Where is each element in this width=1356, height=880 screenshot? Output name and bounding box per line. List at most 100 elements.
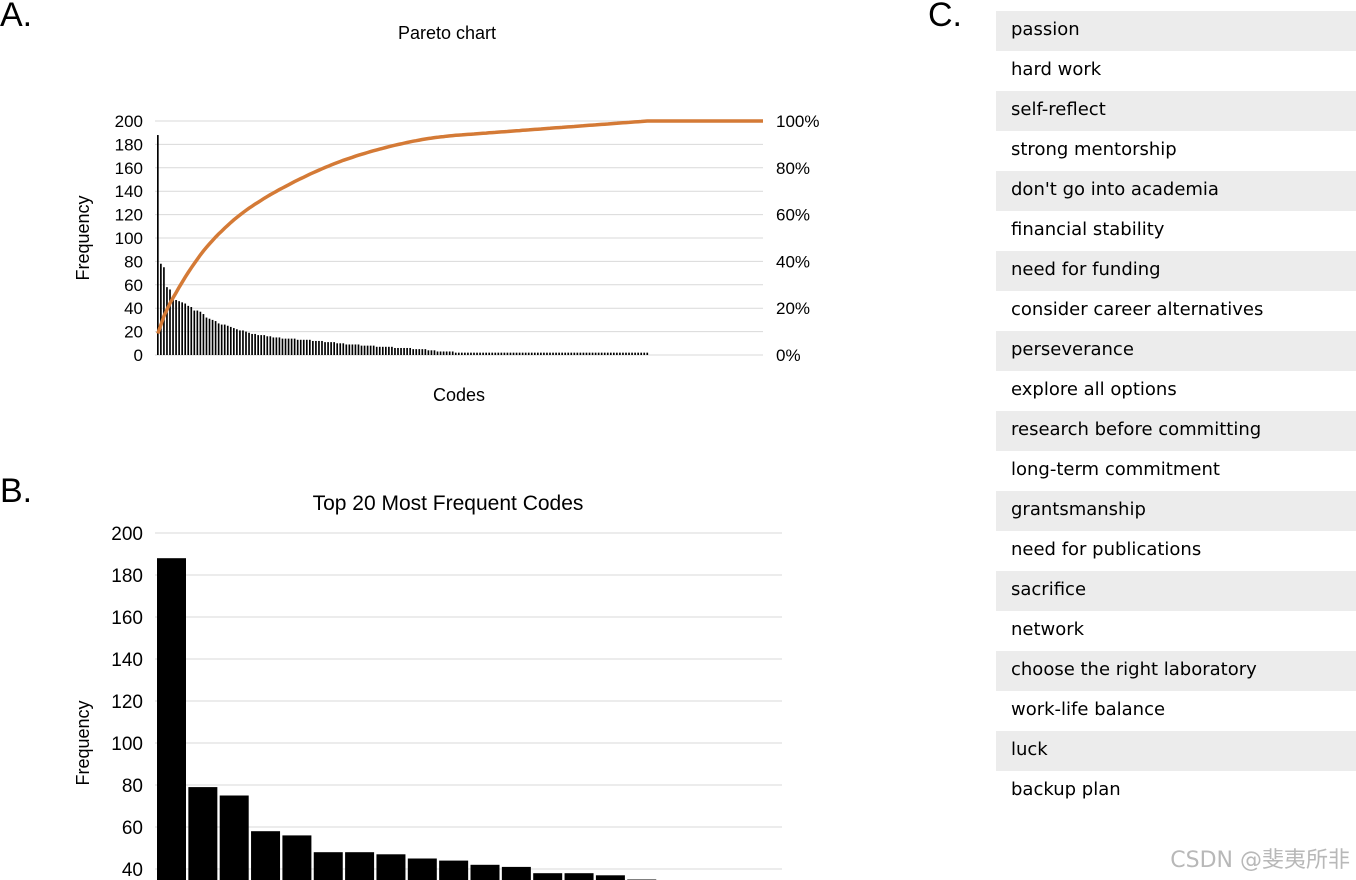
top20-bar [219, 795, 249, 880]
pareto-y-tick-label: 100 [115, 229, 143, 248]
top20-bar [188, 787, 218, 880]
top20-bar [564, 873, 594, 880]
pareto-bar [582, 352, 585, 355]
pareto-bar [226, 325, 229, 355]
pareto-bar [628, 352, 630, 355]
pareto-bar [406, 347, 408, 355]
pareto-bar [634, 352, 636, 355]
code-list-item: backup plan [1011, 779, 1121, 800]
pareto-bar [600, 352, 603, 355]
pareto-bar [533, 352, 536, 355]
pareto-bar [564, 352, 567, 355]
pareto-bar [366, 345, 369, 355]
pareto-bar [491, 352, 494, 355]
code-list-item: choose the right laboratory [996, 651, 1356, 691]
pareto-bar [400, 347, 402, 355]
pareto-bar [515, 352, 518, 355]
pareto-bar [199, 311, 202, 355]
pareto-bar [236, 329, 238, 355]
top20-bar [533, 873, 563, 880]
pareto-bar [619, 352, 621, 355]
watermark: CSDN @斐夷所非 [1170, 848, 1350, 873]
top20-y-tick-label: 140 [111, 650, 143, 671]
pareto-bar [625, 352, 627, 355]
pareto-y-tick-label: 160 [115, 159, 143, 178]
pareto-bar [473, 352, 475, 355]
pareto-bar [457, 352, 460, 355]
pareto-bar [166, 287, 168, 355]
pareto-bar [613, 352, 615, 355]
pareto-bar [388, 346, 390, 355]
pareto-bar [369, 345, 372, 355]
pareto-bar [312, 340, 314, 355]
pareto-bar [248, 332, 250, 355]
pareto-bar [609, 352, 612, 355]
code-list-item: luck [996, 731, 1356, 771]
pareto-bar [421, 349, 424, 355]
top20-bar [157, 558, 186, 880]
pareto-bar [281, 338, 284, 355]
pareto-bar [299, 339, 302, 355]
pareto-bar [339, 343, 342, 355]
pareto-bar [178, 301, 180, 355]
pareto-bar [640, 352, 643, 355]
pareto-y2-tick-label: 100% [776, 112, 819, 131]
pareto-bar [372, 345, 375, 355]
pareto-bar [643, 352, 646, 355]
pareto-bar [169, 289, 171, 355]
pareto-bar [646, 352, 649, 355]
pareto-y2-tick-label: 60% [776, 206, 810, 225]
pareto-bar [263, 335, 266, 355]
pareto-bar [540, 352, 542, 355]
pareto-bar [570, 352, 573, 355]
top20-title: Top 20 Most Frequent Codes [313, 492, 584, 515]
pareto-bar [439, 351, 442, 355]
pareto-bar [214, 321, 217, 355]
pareto-bar [351, 344, 354, 355]
pareto-bar [220, 324, 223, 355]
pareto-bar [594, 352, 597, 355]
code-list-item: passion [996, 11, 1356, 51]
pareto-bar [345, 344, 348, 355]
pareto-bar [616, 352, 618, 355]
pareto-bar [394, 347, 396, 355]
pareto-y-tick-label: 180 [115, 135, 143, 154]
pareto-bar [363, 345, 366, 355]
pareto-bar [470, 352, 472, 355]
pareto-bar [500, 352, 503, 355]
pareto-bar [485, 352, 487, 355]
pareto-bar [573, 352, 576, 355]
pareto-bar [521, 352, 524, 355]
pareto-bar [527, 352, 530, 355]
pareto-bar [163, 267, 165, 355]
pareto-bar [330, 342, 332, 355]
pareto-bar [239, 330, 241, 355]
pareto-bar [251, 333, 253, 355]
pareto-bar [537, 352, 539, 355]
pareto-bar [622, 352, 624, 355]
pareto-bar [397, 347, 399, 355]
pareto-bar [381, 346, 384, 355]
code-list-item: strong mentorship [1011, 139, 1177, 160]
pareto-bar [302, 339, 305, 355]
pareto-bar [336, 343, 339, 355]
pareto-bar [464, 352, 466, 355]
pareto-bar [187, 305, 190, 355]
pareto-bar [181, 302, 183, 355]
pareto-bar [157, 135, 159, 355]
pareto-bar [333, 342, 335, 355]
pareto-bar [606, 352, 609, 355]
pareto-bar [257, 335, 259, 355]
pareto-bar [591, 352, 594, 355]
pareto-bar [318, 340, 320, 355]
pareto-x-axis-label: Codes [433, 385, 485, 405]
pareto-bar [385, 346, 387, 355]
pareto-bar [454, 352, 457, 355]
top20-y-tick-label: 160 [111, 608, 143, 629]
pareto-bar [254, 333, 256, 355]
top20-y-tick-label: 40 [122, 860, 143, 880]
top20-bar [407, 858, 437, 880]
pareto-bar [558, 352, 560, 355]
pareto-bar [269, 336, 272, 355]
top20-bar [439, 860, 469, 880]
